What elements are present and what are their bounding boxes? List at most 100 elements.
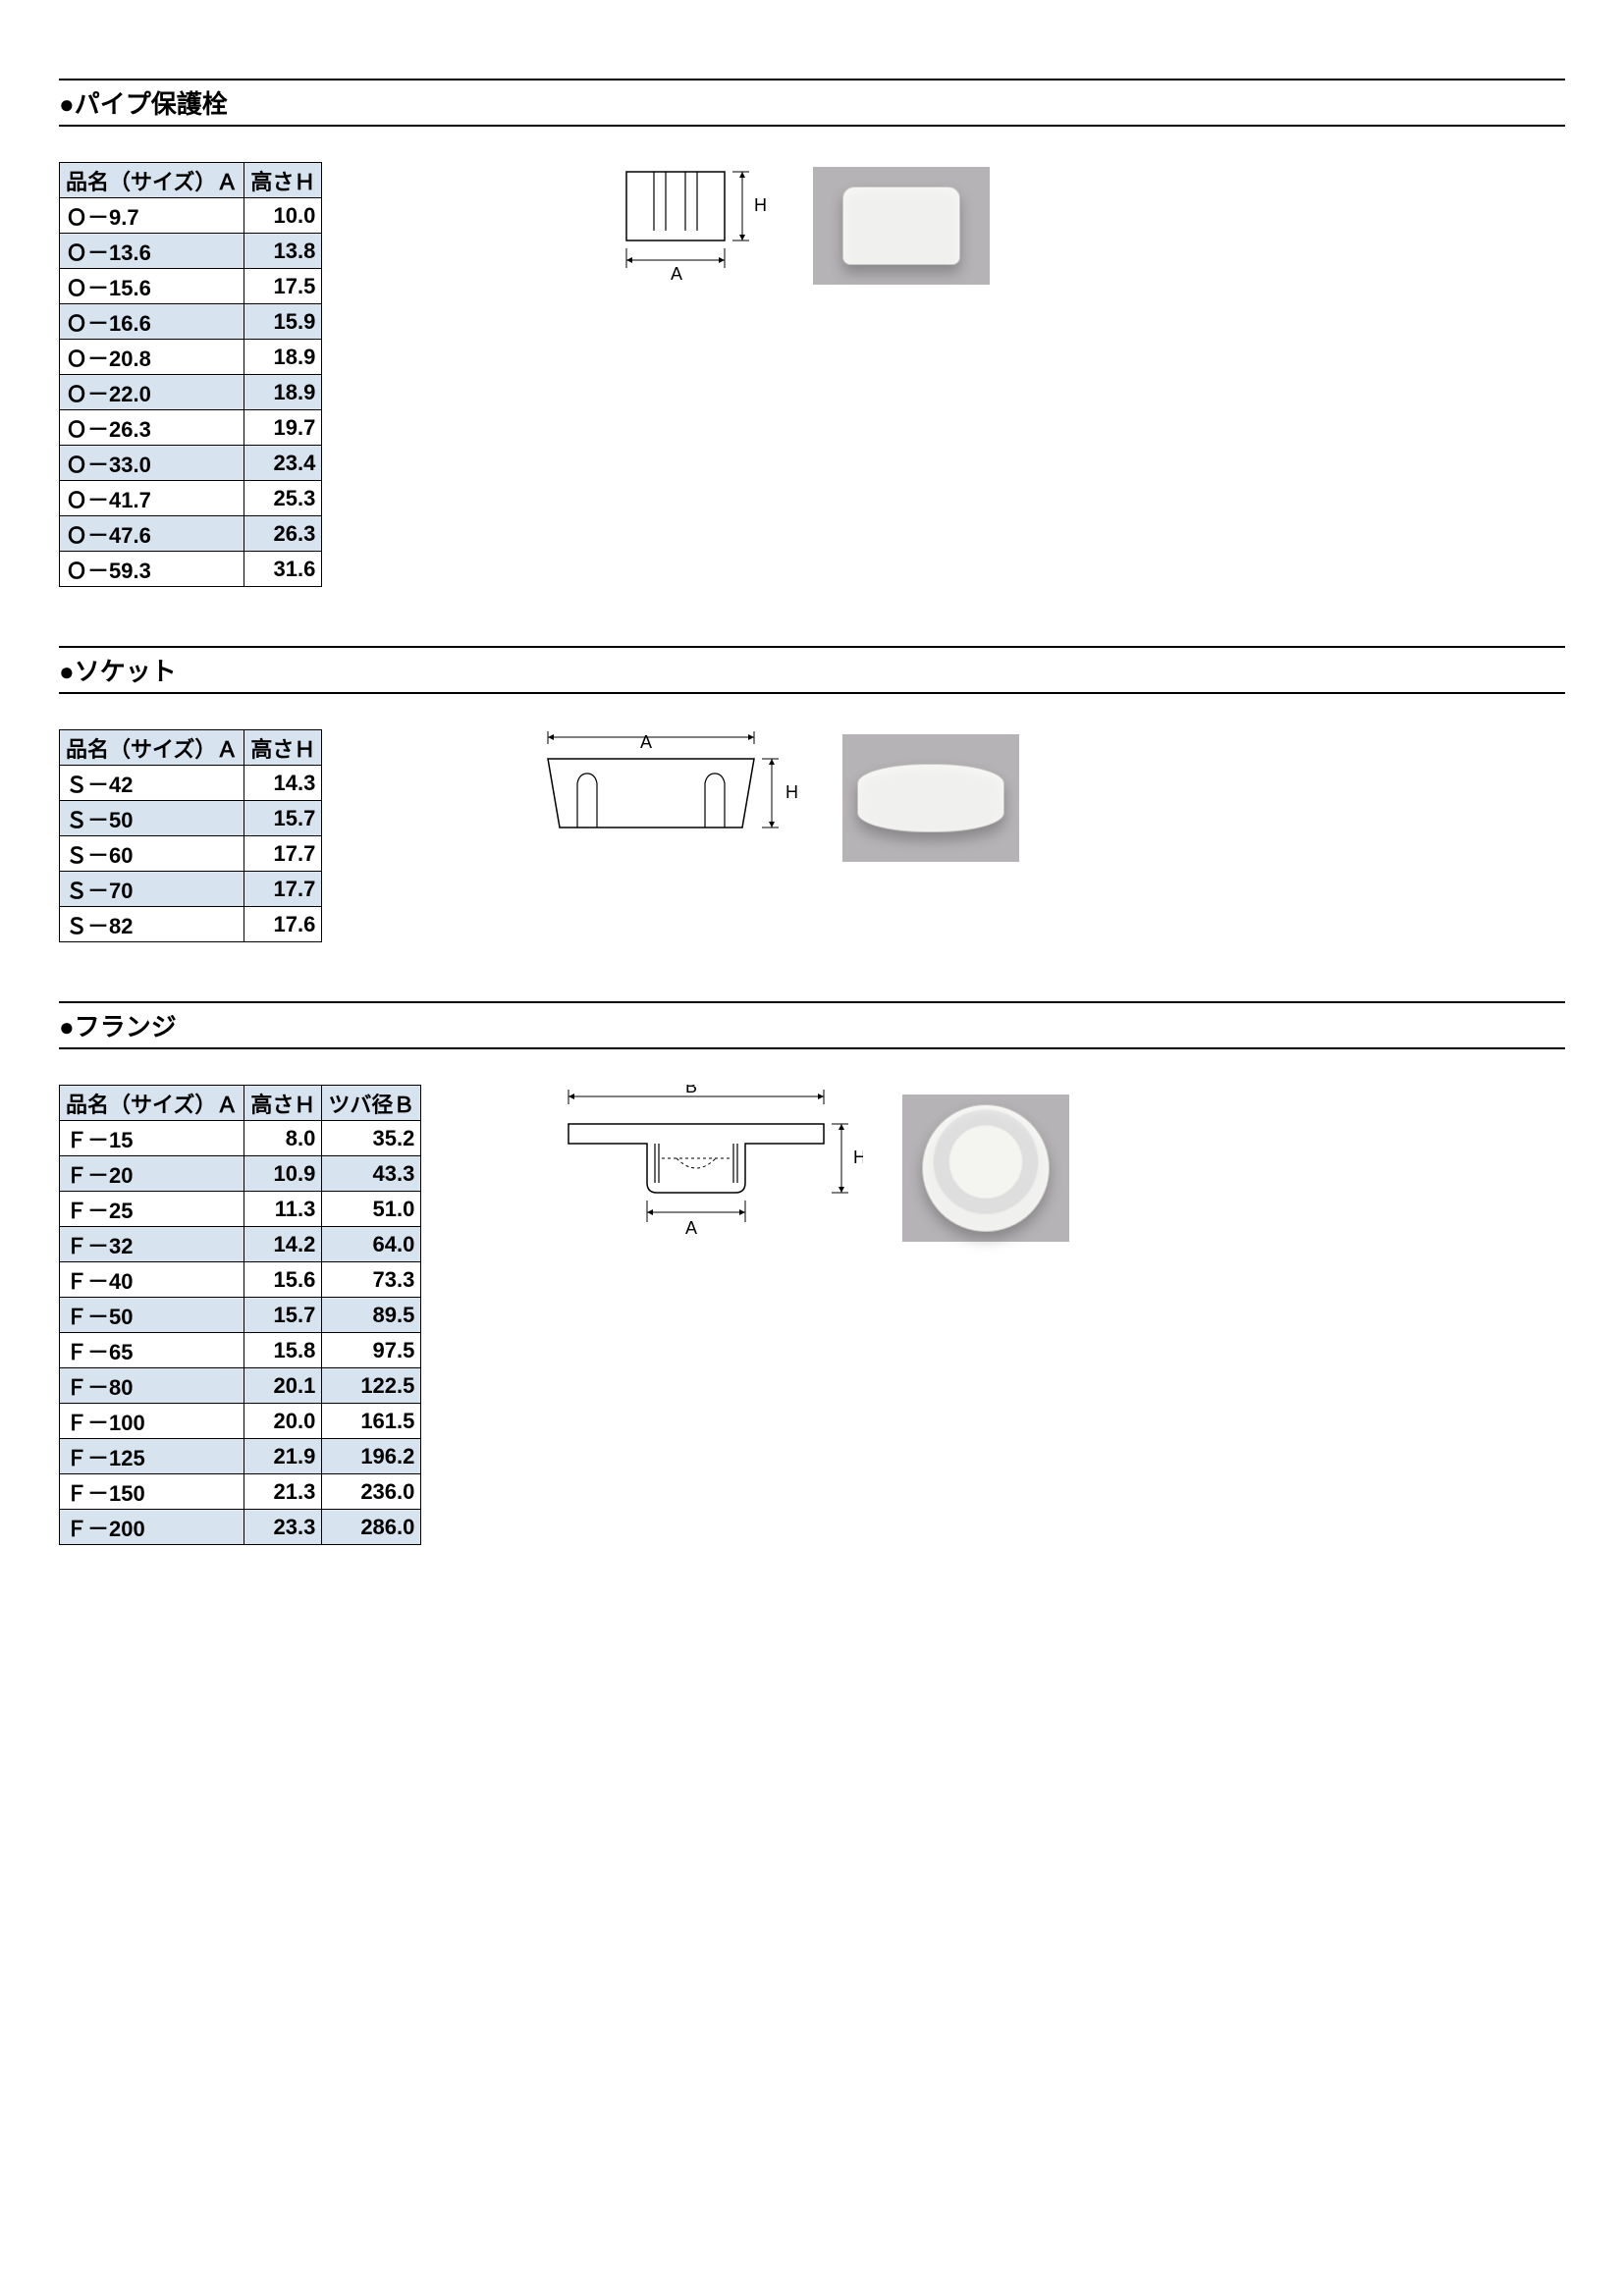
cell-value: 236.0 [322, 1474, 421, 1510]
th-h: 高さＨ [244, 730, 322, 766]
diagram-flange: B H A [549, 1085, 863, 1252]
table-row: Ｆ－12521.9196.2 [60, 1439, 421, 1474]
cell-name: Ｆ－100 [60, 1404, 244, 1439]
cell-value: 17.5 [244, 269, 322, 304]
cell-name: Ｏ－15.6 [60, 269, 244, 304]
cell-name: Ｏ－33.0 [60, 446, 244, 481]
cell-name: Ｆ－32 [60, 1227, 244, 1262]
section-socket: ●ソケット 品名（サイズ）Ａ 高さＨ Ｓ－4214.3Ｓ－5015.7Ｓ－601… [59, 646, 1565, 942]
table-row: Ｓ－6017.7 [60, 836, 322, 872]
cell-name: Ｆ－80 [60, 1368, 244, 1404]
table-row: Ｆ－15021.3236.0 [60, 1474, 421, 1510]
cell-value: 23.4 [244, 446, 322, 481]
table-row: Ｆ－2511.351.0 [60, 1192, 421, 1227]
cell-name: Ｏ－47.6 [60, 516, 244, 552]
table-row: Ｆ－6515.897.5 [60, 1333, 421, 1368]
label-a: A [671, 264, 682, 284]
cell-value: 17.7 [244, 872, 322, 907]
cell-value: 51.0 [322, 1192, 421, 1227]
cell-value: 14.3 [244, 766, 322, 801]
cell-value: 15.8 [244, 1333, 322, 1368]
cell-value: 10.0 [244, 198, 322, 234]
table-row: Ｏ－16.615.9 [60, 304, 322, 340]
th-name: 品名（サイズ）Ａ [60, 730, 244, 766]
cell-value: 14.2 [244, 1227, 322, 1262]
cell-value: 20.0 [244, 1404, 322, 1439]
cell-name: Ｆ－40 [60, 1262, 244, 1298]
cell-name: Ｓ－70 [60, 872, 244, 907]
table-row: Ｏ－22.018.9 [60, 375, 322, 410]
cell-name: Ｆ－125 [60, 1439, 244, 1474]
table-row: Ｏ－59.331.6 [60, 552, 322, 587]
cell-value: 15.7 [244, 801, 322, 836]
cell-value: 26.3 [244, 516, 322, 552]
cell-value: 18.9 [244, 340, 322, 375]
cell-name: Ｆ－150 [60, 1474, 244, 1510]
table-row: Ｆ－20023.3286.0 [60, 1510, 421, 1545]
cell-value: 20.1 [244, 1368, 322, 1404]
cell-value: 97.5 [322, 1333, 421, 1368]
table-row: Ｓ－5015.7 [60, 801, 322, 836]
section-flange: ●フランジ 品名（サイズ）Ａ 高さＨ ツバ径Ｂ Ｆ－158.035.2Ｆ－201… [59, 1001, 1565, 1545]
cell-value: 89.5 [322, 1298, 421, 1333]
cell-name: Ｆ－65 [60, 1333, 244, 1368]
th-b: ツバ径Ｂ [322, 1086, 421, 1121]
cell-value: 196.2 [322, 1439, 421, 1474]
cell-name: Ｏ－22.0 [60, 375, 244, 410]
th-h: 高さＨ [244, 1086, 322, 1121]
cell-name: Ｓ－82 [60, 907, 244, 942]
label-a: A [640, 732, 652, 752]
table-row: Ｆ－2010.943.3 [60, 1156, 421, 1192]
cell-name: Ｏ－9.7 [60, 198, 244, 234]
cell-value: 23.3 [244, 1510, 322, 1545]
section-title-flange: ●フランジ [59, 1001, 1565, 1049]
cell-value: 10.9 [244, 1156, 322, 1192]
cell-value: 21.3 [244, 1474, 322, 1510]
cell-value: 64.0 [322, 1227, 421, 1262]
table-row: Ｏ－20.818.9 [60, 340, 322, 375]
label-h: H [785, 782, 798, 802]
cell-name: Ｆ－15 [60, 1121, 244, 1156]
cell-value: 11.3 [244, 1192, 322, 1227]
cell-name: Ｏ－26.3 [60, 410, 244, 446]
cell-name: Ｓ－60 [60, 836, 244, 872]
cell-value: 8.0 [244, 1121, 322, 1156]
cell-name: Ｆ－25 [60, 1192, 244, 1227]
cell-value: 19.7 [244, 410, 322, 446]
cell-name: Ｓ－42 [60, 766, 244, 801]
table-row: Ｆ－5015.789.5 [60, 1298, 421, 1333]
table-row: Ｓ－7017.7 [60, 872, 322, 907]
th-name: 品名（サイズ）Ａ [60, 1086, 244, 1121]
table-row: Ｏ－33.023.4 [60, 446, 322, 481]
diagram-pipe-cap: H A [607, 162, 774, 290]
label-a: A [685, 1218, 697, 1238]
photo-pipe-cap [813, 167, 990, 285]
cell-value: 35.2 [322, 1121, 421, 1156]
cell-name: Ｆ－20 [60, 1156, 244, 1192]
table-row: Ｏ－47.626.3 [60, 516, 322, 552]
cell-value: 15.6 [244, 1262, 322, 1298]
section-title-pipe-cap: ●パイプ保護栓 [59, 79, 1565, 127]
photo-socket [842, 734, 1019, 862]
table-flange: 品名（サイズ）Ａ 高さＨ ツバ径Ｂ Ｆ－158.035.2Ｆ－2010.943.… [59, 1085, 421, 1545]
cell-name: Ｏ－41.7 [60, 481, 244, 516]
cell-value: 161.5 [322, 1404, 421, 1439]
photo-flange [902, 1095, 1069, 1242]
cell-value: 73.3 [322, 1262, 421, 1298]
table-row: Ｆ－4015.673.3 [60, 1262, 421, 1298]
label-h: H [754, 195, 767, 215]
table-row: Ｆ－10020.0161.5 [60, 1404, 421, 1439]
cell-name: Ｏ－13.6 [60, 234, 244, 269]
cell-name: Ｆ－200 [60, 1510, 244, 1545]
table-row: Ｆ－3214.264.0 [60, 1227, 421, 1262]
cell-value: 25.3 [244, 481, 322, 516]
cell-name: Ｏ－59.3 [60, 552, 244, 587]
th-name: 品名（サイズ）Ａ [60, 163, 244, 198]
cell-value: 43.3 [322, 1156, 421, 1192]
table-row: Ｏ－15.617.5 [60, 269, 322, 304]
th-h: 高さＨ [244, 163, 322, 198]
cell-name: Ｏ－20.8 [60, 340, 244, 375]
label-h: H [853, 1148, 863, 1167]
diagram-socket: A H [528, 729, 803, 867]
cell-name: Ｆ－50 [60, 1298, 244, 1333]
